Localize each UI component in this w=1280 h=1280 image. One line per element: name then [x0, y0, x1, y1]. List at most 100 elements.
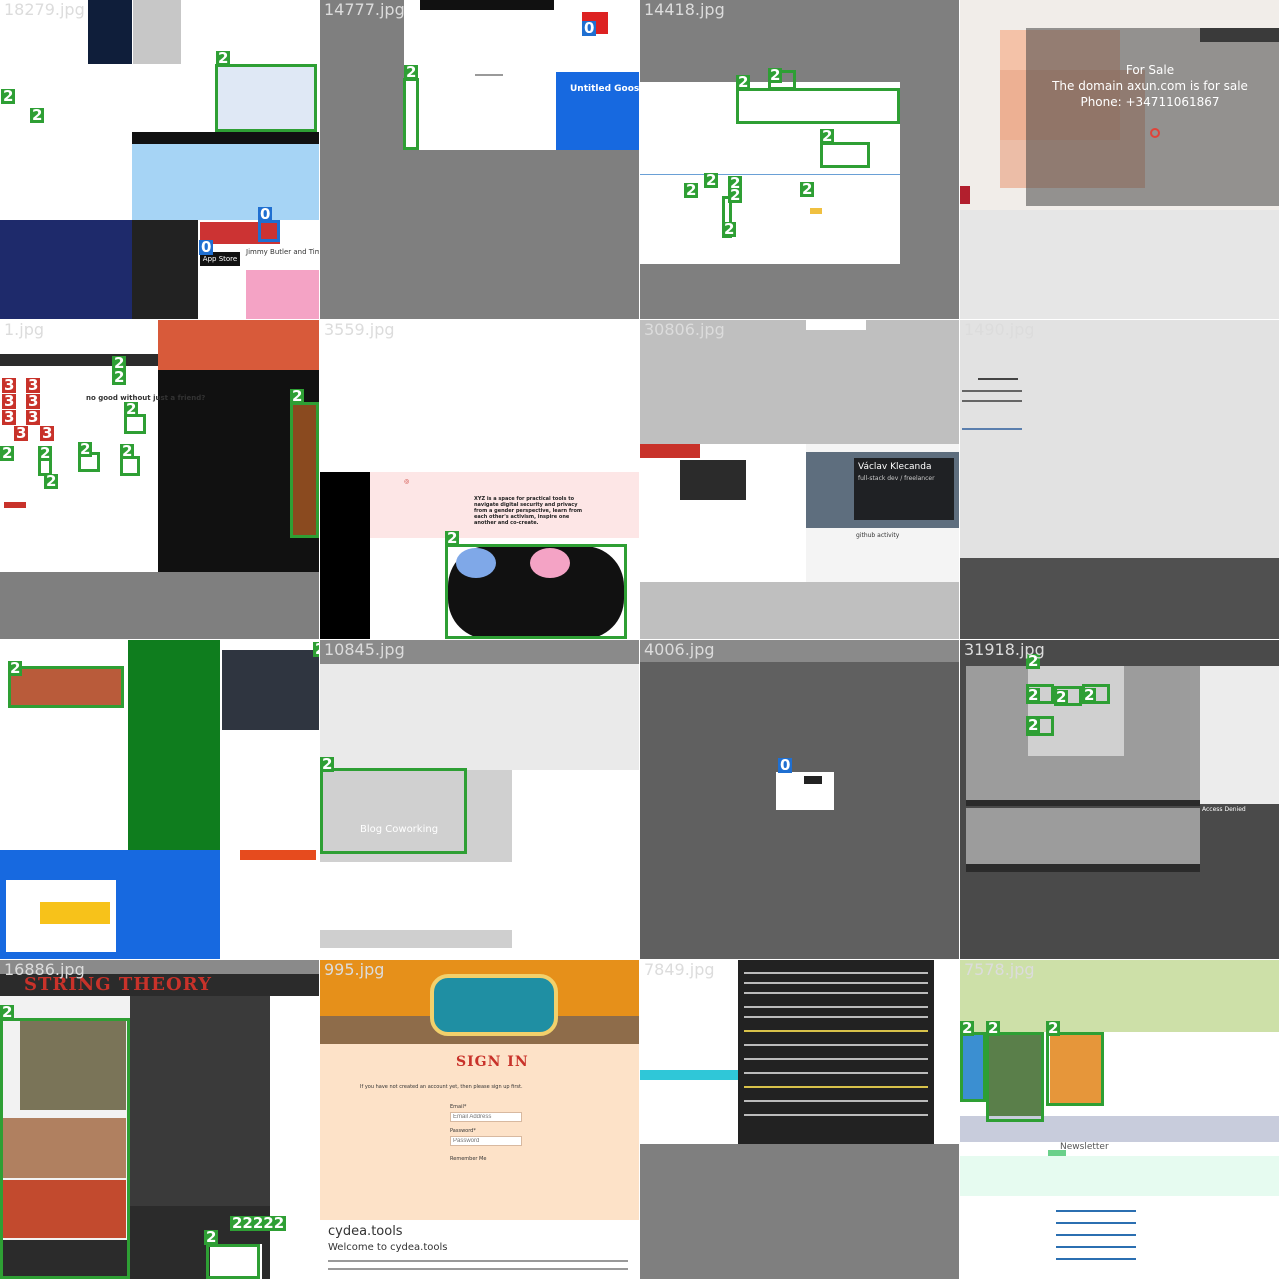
sale-overlay — [1026, 28, 1279, 206]
annotation-badge: 2 — [1026, 686, 1041, 704]
annotation-badge: 2 — [1046, 1019, 1061, 1037]
welcome-heading: Welcome to cydea.tools — [328, 1242, 448, 1253]
tile-6: 3559.jpg ◎ XYZ is a space for practical … — [320, 320, 639, 639]
book-cover — [1050, 1034, 1102, 1106]
annotation-badge: 2 — [960, 1019, 975, 1037]
tile-11: 4006.jpg 0 — [640, 640, 959, 959]
tile-label: 7578.jpg — [964, 960, 1035, 979]
tile-4: For Sale The domain axun.com is for sale… — [960, 0, 1279, 319]
dark-banner — [222, 650, 319, 730]
newsletter-heading: Newsletter — [1060, 1142, 1109, 1152]
annotation-badge: 2 — [404, 63, 419, 81]
annotation-badge: 2 — [216, 49, 231, 67]
profile-name: Václav Klecanda — [858, 462, 932, 472]
annotation-badge: 2 — [204, 1228, 219, 1246]
email-field[interactable] — [450, 1112, 522, 1122]
annotation-badge: 0 — [582, 19, 597, 37]
cyan-bar — [640, 1070, 738, 1080]
annotation-badge: 3 — [40, 424, 55, 442]
bridge-photo — [320, 770, 512, 862]
annotation-badge: 2 — [1054, 688, 1069, 706]
pink-header — [370, 472, 639, 538]
tile-8: 1490.jpg — [960, 320, 1279, 639]
fantasy-artwork — [0, 220, 132, 319]
remember-me-checkbox[interactable]: Remember Me — [450, 1156, 487, 1162]
side-column — [1200, 666, 1279, 804]
comic-panel — [20, 1020, 126, 1110]
tile-label: 14418.jpg — [644, 0, 725, 19]
dark-footer — [960, 558, 1279, 639]
tile-16: 7578.jpg 2 2 2 Newsletter — [960, 960, 1279, 1279]
red-button[interactable] — [4, 502, 26, 508]
annotation-badge: 3 — [2, 392, 17, 410]
signin-panel — [320, 1044, 639, 1174]
annotation-badge: 2 — [445, 529, 460, 547]
tile-12: 31918.jpg 2 2 2 2 2 Access Denied — [960, 640, 1279, 959]
annotation-badge: 0 — [778, 756, 793, 774]
annotation-badge: 2 — [768, 66, 783, 84]
access-denied: Access Denied — [1202, 806, 1246, 813]
top-bar — [420, 0, 554, 10]
profile-card — [854, 458, 954, 520]
annotation-badge: 3 — [26, 392, 41, 410]
annotation-badge: 2 — [820, 127, 835, 145]
annotation-badge: 2 — [120, 442, 135, 460]
hub-banner — [640, 444, 700, 458]
photo-overlay-text: Blog Coworking — [360, 824, 439, 835]
annotation-badge: 0 — [199, 238, 214, 256]
annotation-box — [8, 666, 124, 708]
loader-icon — [1150, 128, 1160, 138]
annotation-badge: 2 — [1026, 716, 1041, 734]
tile-label: 16886.jpg — [4, 960, 85, 979]
tile-label: 1490.jpg — [964, 320, 1035, 339]
site-title: cydea.tools — [328, 1224, 403, 1239]
annotation-badge: 2 — [704, 171, 719, 189]
annotation-badge: 2 — [38, 444, 53, 462]
button[interactable] — [810, 208, 822, 214]
forest-header — [960, 960, 1279, 1032]
tile-label: 1.jpg — [4, 320, 45, 339]
email-label: Email* — [450, 1104, 467, 1110]
annotation-badge: 3 — [2, 408, 17, 426]
nav-bar — [132, 132, 319, 144]
app-store-button[interactable]: App Store — [200, 252, 240, 266]
page-canvas — [960, 320, 1279, 558]
password-label: Password* — [450, 1128, 476, 1134]
annotation-badge: 2 — [986, 1019, 1001, 1037]
annotation-badge: 2 — [112, 368, 127, 386]
logo — [430, 974, 558, 1036]
dark-layout — [130, 996, 270, 1206]
illustration — [246, 270, 319, 319]
annotation-badge: 2 — [0, 444, 15, 462]
password-field[interactable] — [450, 1136, 522, 1146]
news-caption: Jimmy Butler and Timberwolves — [246, 248, 319, 256]
annotation-badge: 2 — [728, 186, 743, 204]
tile-label: 4006.jpg — [644, 640, 715, 659]
dark-sidebar-block — [88, 0, 132, 64]
annotation-badge: 2 — [1026, 652, 1041, 670]
tile-label: 3559.jpg — [324, 320, 395, 339]
annotation-badge: 2 — [728, 174, 743, 192]
tile-13: 16886.jpg STRING THEORY 2 2 22222 — [0, 960, 319, 1279]
annotation-badge: 2 — [1, 87, 16, 105]
annotation-badge: 0 — [258, 205, 273, 223]
annotation-badge: 2 — [30, 106, 45, 124]
black-sidebar — [320, 472, 370, 639]
annotation-badge: 2 — [800, 180, 815, 198]
tile-3: 14418.jpg 2 2 2 2 2 2 2 2 2 — [640, 0, 959, 319]
annotation-box — [403, 78, 419, 150]
annotation-badge: 2 — [320, 755, 335, 773]
dark-box — [680, 460, 746, 500]
annotation-badge: 2 — [8, 659, 23, 677]
music-image — [216, 64, 316, 130]
yellow-button[interactable] — [40, 902, 110, 924]
annotation-box — [736, 88, 900, 124]
for-sale-notice: For Sale The domain axun.com is for sale… — [1030, 62, 1270, 110]
annotation-badge: 2 — [124, 400, 139, 418]
top-strip — [320, 640, 639, 664]
annotation-box — [445, 544, 627, 639]
annotation-badge: 2 — [0, 1003, 15, 1021]
dark-article — [738, 960, 934, 1144]
mission-text: XYZ is a space for practical tools to na… — [474, 496, 583, 526]
tile-label: 7849.jpg — [644, 960, 715, 979]
